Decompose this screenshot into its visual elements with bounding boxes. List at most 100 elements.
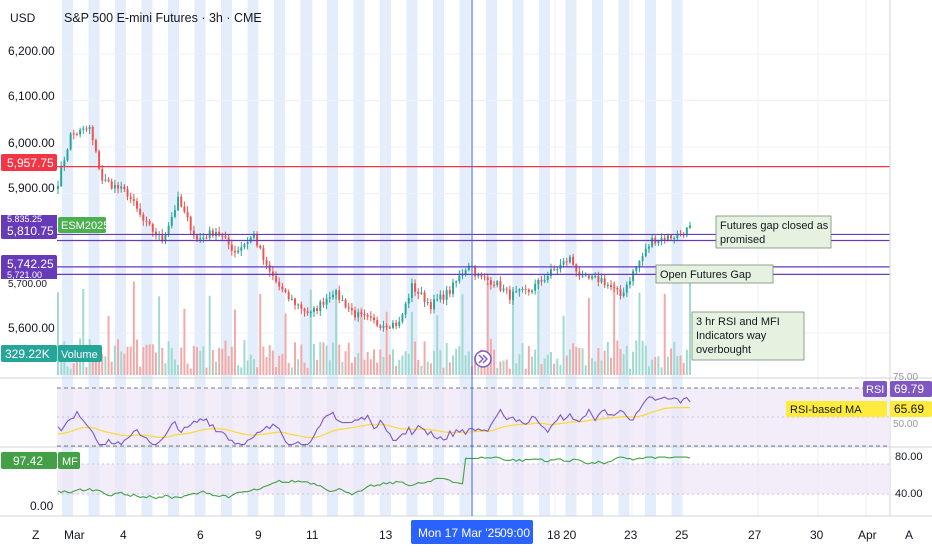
- svg-text:5,810.75: 5,810.75: [7, 224, 54, 238]
- candle-body: [328, 297, 331, 299]
- candle-body: [657, 240, 660, 244]
- volume-bar: [445, 342, 448, 375]
- volume-bar: [221, 348, 224, 375]
- candle-body: [75, 133, 78, 135]
- price-axis: 6,200.00 6,100.00 6,000.00 5,900.00 5,60…: [8, 44, 55, 335]
- svg-text:Futures gap closed as: Futures gap closed as: [720, 220, 829, 232]
- candle-body: [104, 179, 107, 181]
- candle-body: [398, 321, 401, 326]
- candle-body: [325, 298, 328, 305]
- volume-bar: [363, 359, 366, 375]
- svg-text:promised: promised: [720, 234, 765, 246]
- candle-body: [69, 133, 72, 150]
- volume-bar: [167, 341, 170, 375]
- volume-bar: [306, 367, 309, 375]
- rsi-line: [57, 396, 691, 446]
- annotation-gap-closed[interactable]: Futures gap closed as promised: [715, 215, 832, 249]
- time-label-6: 6: [197, 528, 204, 542]
- candle-body: [448, 290, 451, 294]
- candle-body: [641, 256, 644, 262]
- candle-body: [619, 289, 622, 296]
- candle-body: [663, 237, 666, 241]
- candle-body: [417, 291, 420, 294]
- volume-bar: [142, 347, 145, 375]
- volume-bar: [158, 296, 161, 375]
- volume-bar: [404, 351, 407, 375]
- session-bands: [62, 0, 683, 516]
- crosshair-time-badge: Mon 17 Mar '25 09:00: [411, 520, 533, 544]
- candle-body: [154, 231, 157, 236]
- candle-body: [341, 300, 344, 302]
- volume-bar: [224, 340, 227, 375]
- session-band: [433, 0, 444, 516]
- annotation-open-gap[interactable]: Open Futures Gap: [655, 264, 774, 284]
- candle-body: [268, 264, 271, 272]
- volume-bar: [632, 351, 635, 375]
- time-label-20: 20: [563, 528, 577, 542]
- volume-bar: [559, 365, 562, 375]
- price-tick-hidden-5700: 5,700.00: [8, 279, 47, 290]
- candle-body: [499, 281, 502, 291]
- candle-body: [199, 238, 202, 240]
- volume-bar: [613, 283, 616, 375]
- time-axis[interactable]: Z Mar 4 6 9 11 13 18 20 23 25 27 30 Apr …: [32, 528, 913, 542]
- volume-bar: [641, 340, 644, 375]
- candle-body: [388, 327, 391, 329]
- candle-body: [183, 206, 186, 212]
- session-band: [168, 0, 179, 516]
- volume-bar: [309, 289, 312, 375]
- volume-bar: [578, 347, 581, 375]
- svg-text:69.79: 69.79: [894, 382, 924, 396]
- candle-body: [464, 270, 467, 275]
- volume-bar: [249, 354, 252, 375]
- volume-bar: [177, 364, 180, 375]
- candle-body: [572, 256, 575, 265]
- candle-body: [597, 276, 600, 283]
- replay-icon[interactable]: [474, 350, 492, 368]
- candle-body: [303, 308, 306, 312]
- candle-body: [79, 129, 82, 135]
- session-band: [247, 0, 259, 516]
- candle-body: [426, 302, 429, 304]
- annotation-overbought[interactable]: 3 hr RSI and MFI Indicators way overboug…: [691, 311, 805, 361]
- volume-bar: [357, 353, 360, 375]
- candle-body: [644, 248, 647, 257]
- time-axis-right-button[interactable]: A: [905, 528, 913, 542]
- candle-body: [493, 284, 496, 286]
- candle-body: [455, 281, 458, 283]
- candle-body: [483, 276, 486, 278]
- level-badge-hidden-2: 5,721.00: [1, 270, 57, 280]
- candle-body: [142, 214, 145, 221]
- svg-text:Indicators way: Indicators way: [696, 330, 767, 342]
- volume-bar: [183, 308, 186, 375]
- session-band: [645, 0, 656, 516]
- symbol-tag[interactable]: ESM2025: [58, 217, 109, 233]
- candle-body: [72, 133, 75, 135]
- candle-body: [180, 196, 183, 207]
- volume-bar: [597, 348, 600, 375]
- volume-bar: [670, 348, 673, 375]
- volume-bar: [91, 353, 94, 375]
- mfi-tick-zero: 0.00: [30, 499, 54, 513]
- candle-body: [382, 325, 385, 328]
- session-band: [671, 0, 683, 516]
- candle-body: [420, 292, 423, 294]
- svg-text:65.69: 65.69: [894, 402, 924, 416]
- candle-body: [401, 314, 404, 322]
- volume-bar: [240, 367, 243, 375]
- volume-bar: [610, 357, 612, 375]
- candle-body: [120, 186, 123, 189]
- candle-body: [452, 282, 454, 294]
- session-band: [194, 0, 206, 516]
- volume-bar: [395, 365, 398, 375]
- time-axis-left-button[interactable]: Z: [32, 528, 39, 542]
- volume-bar: [120, 351, 123, 375]
- volume-bar: [192, 345, 195, 375]
- candle-body: [139, 208, 142, 215]
- candle-body: [265, 260, 268, 265]
- volume-bar: [259, 294, 262, 375]
- volume-bar: [442, 367, 445, 375]
- candle-body: [243, 244, 246, 248]
